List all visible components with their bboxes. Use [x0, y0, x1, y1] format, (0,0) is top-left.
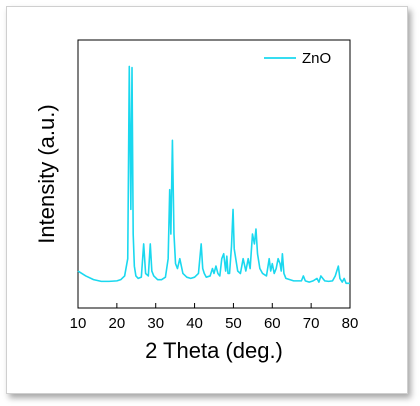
x-tick-label-80: 80: [342, 315, 359, 332]
x-tick-label-30: 30: [147, 315, 164, 332]
x-axis-title: 2 Theta (deg.): [145, 338, 283, 363]
x-tick-label-10: 10: [70, 315, 87, 332]
legend: ZnO: [264, 50, 331, 67]
figure-card: [6, 6, 408, 394]
x-tick-label-60: 60: [264, 315, 281, 332]
x-axis-ticks: 10 20 30 40 50 60 70 80: [70, 303, 359, 332]
plot-frame: [77, 39, 351, 309]
x-tick-label-20: 20: [109, 315, 126, 332]
legend-label-zno: ZnO: [302, 50, 331, 67]
x-tick-label-70: 70: [303, 315, 320, 332]
series-layer: [77, 65, 350, 285]
series-line-zno: [77, 65, 350, 285]
x-tick-label-50: 50: [225, 315, 242, 332]
y-axis-title: Intensity (a.u.): [34, 104, 59, 243]
x-tick-label-40: 40: [186, 315, 203, 332]
